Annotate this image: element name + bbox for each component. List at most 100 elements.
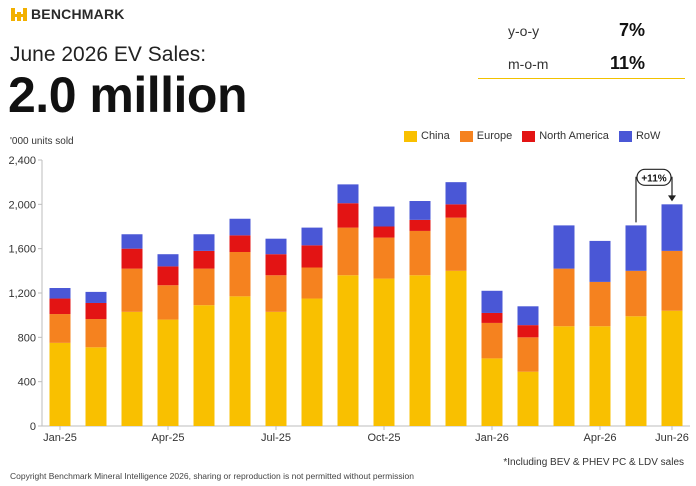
bar-europe-dec-25 [445, 217, 467, 271]
x-tick-label-jul-25: Jul-25 [261, 432, 291, 444]
bar-europe-feb-26 [517, 337, 539, 372]
annotation-badge [636, 168, 672, 186]
bar-china-feb-25 [85, 347, 107, 426]
bar-europe-apr-25 [157, 285, 179, 320]
x-tick-label-oct-25: Oct-25 [367, 432, 400, 444]
bar-china-may-25 [193, 305, 215, 426]
bar-row-aug-25 [301, 227, 323, 246]
bar-europe-jul-25 [265, 275, 287, 312]
bar-china-jun-25 [229, 296, 251, 426]
bar-north-america-nov-25 [409, 219, 431, 231]
bar-row-sep-25 [337, 184, 359, 204]
headline: June 2026 EV Sales: [10, 43, 207, 66]
bar-north-america-sep-25 [337, 203, 359, 228]
bar-china-oct-25 [373, 278, 395, 426]
bar-north-america-jun-25 [229, 235, 251, 252]
y-tick-label: 2,400 [8, 155, 36, 167]
bar-row-jun-26 [661, 204, 683, 251]
legend-item-row: RoW [618, 130, 661, 142]
bar-row-feb-25 [85, 291, 107, 303]
annotation-label: +11% [641, 173, 666, 184]
bar-europe-jun-26 [661, 250, 683, 311]
chart-legend: China Europe North America RoW [404, 130, 660, 142]
bar-china-jan-25 [49, 342, 71, 426]
annotation-arrowhead [668, 195, 676, 202]
kpi-yoy-value: 7% [618, 20, 645, 40]
footnote: *Including BEV & PHEV PC & LDV sales [503, 457, 684, 468]
bar-row-jan-26 [481, 290, 503, 313]
bar-north-america-feb-26 [517, 325, 539, 338]
bar-china-jun-26 [661, 310, 683, 426]
legend-label-europe: Europe [476, 130, 513, 142]
bar-china-aug-25 [301, 298, 323, 426]
brand-logo: BENCHMARK [10, 6, 125, 22]
benchmark-logo-icon [11, 8, 27, 21]
big-number: 2.0 million [8, 67, 248, 123]
bar-china-mar-25 [121, 311, 143, 426]
bar-row-jan-25 [49, 288, 71, 299]
y-tick-label: 400 [18, 377, 36, 389]
bar-europe-mar-25 [121, 268, 143, 312]
x-tick-label-apr-26: Apr-26 [583, 432, 616, 444]
y-axis-unit-label: '000 units sold [10, 136, 74, 147]
bar-europe-jan-26 [481, 322, 503, 359]
bar-row-may-26 [625, 225, 647, 271]
legend-item-china: China [404, 130, 450, 142]
x-tick-label-apr-25: Apr-25 [151, 432, 184, 444]
bar-china-feb-26 [517, 371, 539, 426]
bar-europe-sep-25 [337, 227, 359, 276]
bar-china-jan-26 [481, 358, 503, 426]
y-tick-label: 1,200 [8, 288, 36, 300]
legend-swatch-europe [459, 130, 473, 142]
legend-label-china: China [421, 130, 450, 142]
bar-europe-feb-25 [85, 319, 107, 348]
bar-row-mar-25 [121, 234, 143, 249]
bar-north-america-feb-25 [85, 302, 107, 320]
bar-row-nov-25 [409, 201, 431, 220]
bar-row-jun-25 [229, 218, 251, 236]
bar-europe-jun-25 [229, 251, 251, 297]
brand-name: BENCHMARK [31, 6, 125, 22]
bar-north-america-jan-26 [481, 312, 503, 323]
y-tick-label: 2,000 [8, 199, 36, 211]
bar-north-america-may-25 [193, 250, 215, 269]
bar-china-jul-25 [265, 311, 287, 426]
legend-swatch-row [618, 130, 632, 142]
kpi-yoy: y-o-y 7% [478, 20, 685, 41]
legend-swatch-north-america [522, 130, 536, 142]
bar-europe-mar-26 [553, 268, 575, 327]
bar-north-america-apr-25 [157, 266, 179, 286]
bar-row-jul-25 [265, 238, 287, 255]
legend-swatch-china [404, 130, 417, 142]
legend-label-row: RoW [635, 130, 661, 142]
bar-europe-oct-25 [373, 237, 395, 279]
x-tick-label-jun-26: Jun-26 [655, 432, 689, 444]
bar-row-apr-25 [157, 254, 179, 267]
bar-china-apr-25 [157, 319, 179, 426]
kpi-mom: m-o-m 11% [478, 53, 685, 74]
y-tick-label: 1,600 [8, 244, 36, 256]
kpi-mom-label: m-o-m [508, 55, 549, 72]
legend-item-europe: Europe [459, 130, 513, 142]
bar-europe-may-26 [625, 270, 647, 317]
bar-europe-jan-25 [49, 314, 71, 343]
kpi-mom-value: 11% [609, 53, 645, 73]
bar-china-mar-26 [553, 326, 575, 426]
bar-north-america-jan-25 [49, 298, 71, 315]
bar-north-america-oct-25 [373, 226, 395, 238]
legend-item-north-america: North America [522, 130, 609, 142]
bar-china-nov-25 [409, 275, 431, 426]
bar-europe-nov-25 [409, 230, 431, 276]
bar-china-sep-25 [337, 275, 359, 426]
bar-china-may-26 [625, 316, 647, 426]
bar-row-mar-26 [553, 225, 575, 269]
y-tick-label: 800 [18, 332, 36, 344]
y-tick-label: 0 [30, 421, 36, 433]
bar-europe-may-25 [193, 268, 215, 306]
bar-north-america-aug-25 [301, 245, 323, 268]
bar-europe-apr-26 [589, 281, 611, 327]
bar-china-dec-25 [445, 270, 467, 426]
bar-china-apr-26 [589, 326, 611, 426]
bar-row-dec-25 [445, 182, 467, 205]
